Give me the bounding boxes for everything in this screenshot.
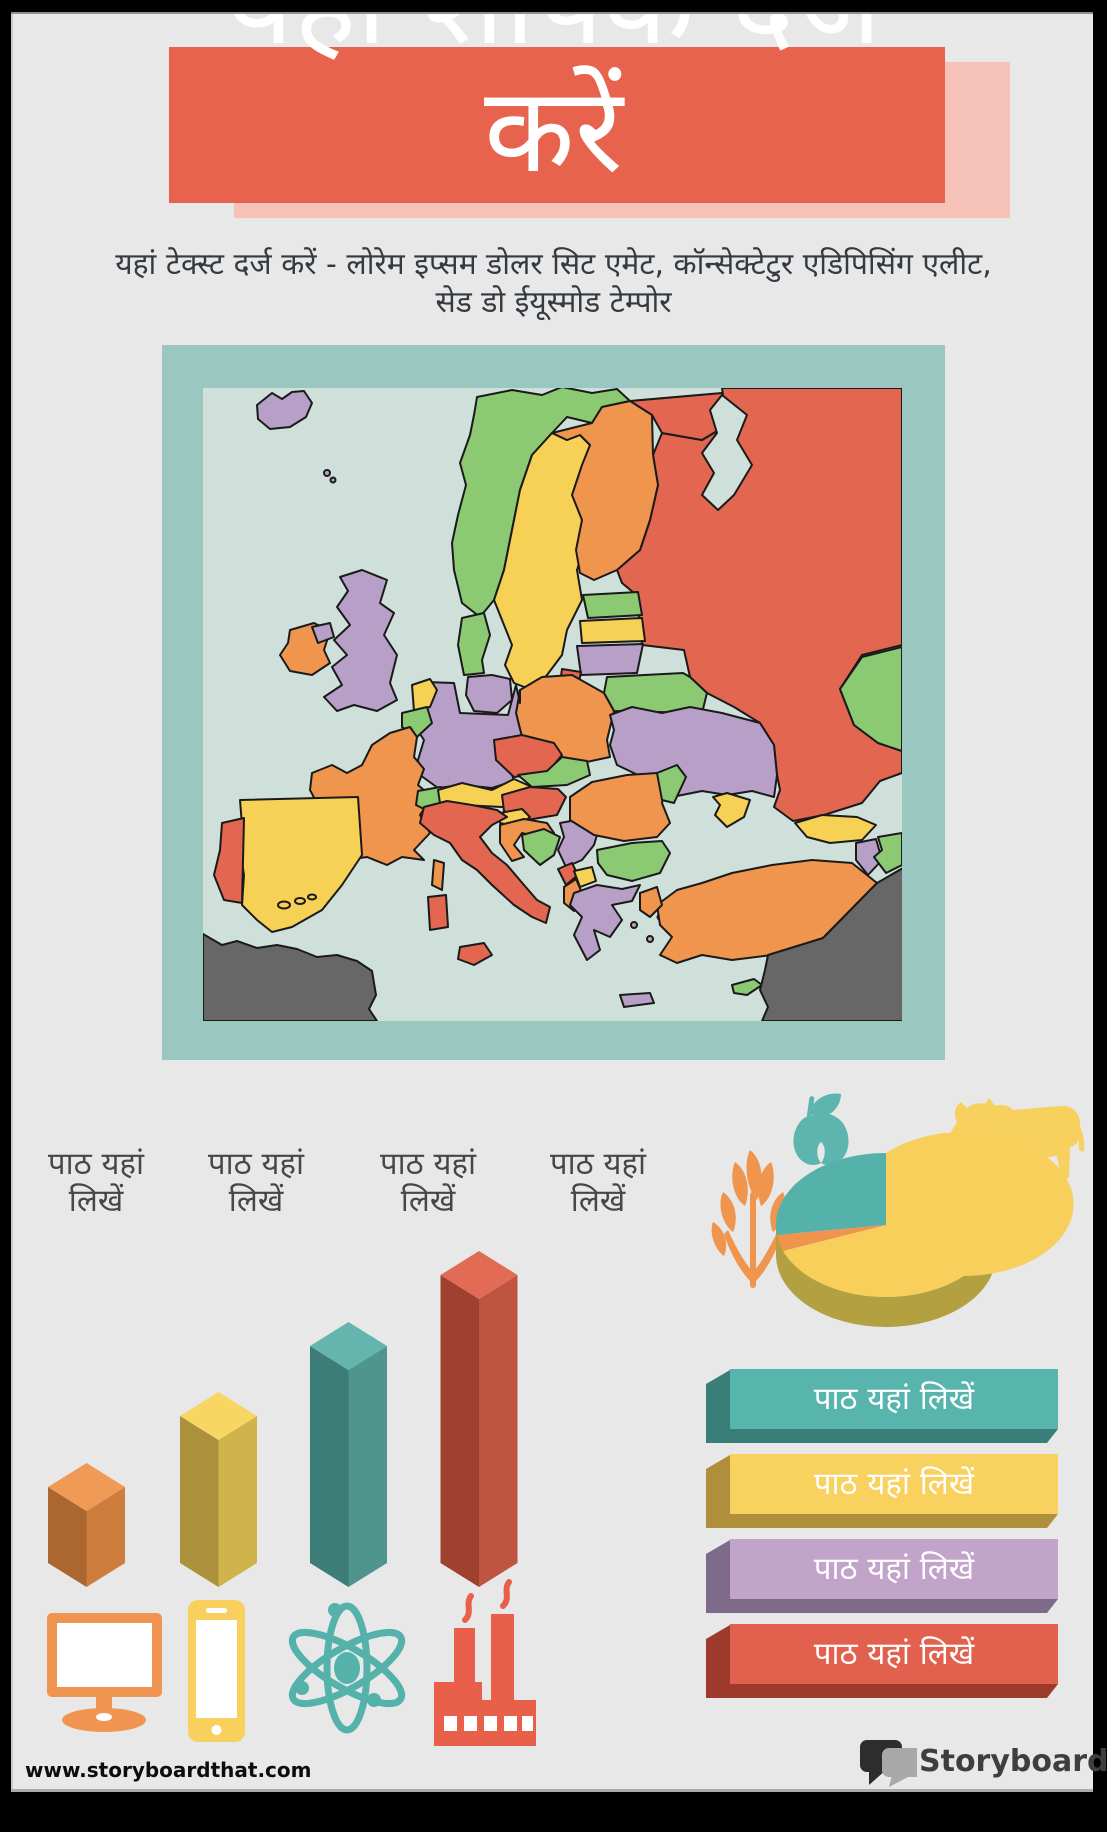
border-top [0,0,1107,12]
chart-label-1-line2[interactable]: लिखें [68,1183,124,1219]
map-countries [203,388,902,1021]
page-subtitle[interactable]: यहां टेक्स्ट दर्ज करें - लोरेम इप्सम डोल… [115,247,992,320]
page-title[interactable]: यहां शीर्षक दर्ज करें [0,0,1107,194]
monitor-icon [47,1613,162,1732]
chart-label-4-line1[interactable]: पाठ यहां [550,1146,646,1182]
bar-yellow [180,1392,257,1587]
isometric-bar-chart [30,1235,550,1595]
factory-icon [434,1579,536,1746]
chart-label-2-line1[interactable]: पाठ यहां [208,1146,304,1182]
ribbon-banner-1-label[interactable]: पाठ यहां लिखें [813,1381,975,1417]
site-url: www.storyboardthat.com [25,1758,312,1782]
ribbon-banner-2[interactable]: पाठ यहां लिखें [706,1454,1058,1530]
ribbon-banner-4[interactable]: पाठ यहां लिखें [706,1624,1058,1700]
ribbon-banner-4-label[interactable]: पाठ यहां लिखें [813,1636,975,1672]
chart-label-1-line1[interactable]: पाठ यहां [48,1146,144,1182]
chart-label-1[interactable]: पाठ यहां लिखें [11,1146,181,1220]
logo-text: StoryboardThat [919,1744,1107,1779]
border-bottom [0,1792,1107,1832]
chart-label-2[interactable]: पाठ यहां लिखें [171,1146,341,1220]
ribbon-banner-1[interactable]: पाठ यहां लिखें [706,1369,1058,1445]
chart-label-3-line1[interactable]: पाठ यहां [380,1146,476,1182]
border-right [1093,0,1107,1832]
apple-icon [793,1093,849,1166]
left-edge-shadow [11,12,13,1789]
top-edge-shadow [11,12,1093,14]
bar-orange [48,1463,125,1587]
category-icons-row [30,1578,550,1758]
europe-map-svg [162,345,945,1060]
chart-label-2-line2[interactable]: लिखें [228,1183,284,1219]
atom-icon [288,1602,406,1734]
logo-text-storyboard: Storyboard [919,1744,1107,1779]
border-left [0,0,11,1832]
food-pie-chart [695,1072,1095,1336]
chart-label-4[interactable]: पाठ यहां लिखें [513,1146,683,1220]
ribbon-banner-3-label[interactable]: पाठ यहां लिखें [813,1551,975,1587]
smartphone-icon [188,1600,245,1742]
chart-label-4-line2[interactable]: लिखें [570,1183,626,1219]
speech-bubbles-icon [860,1740,925,1787]
europe-map [162,345,945,1060]
title-banner [169,47,945,203]
pie-chart [775,1132,1074,1327]
chart-label-3[interactable]: पाठ यहां लिखें [343,1146,513,1220]
bar-teal [310,1322,387,1587]
ribbon-banner-2-label[interactable]: पाठ यहां लिखें [813,1466,975,1502]
ribbon-banner-3[interactable]: पाठ यहां लिखें [706,1539,1058,1615]
chart-label-3-line2[interactable]: लिखें [400,1183,456,1219]
bar-red [440,1251,518,1587]
bottom-edge-shadow [11,1789,1093,1792]
storyboardthat-logo: StoryboardThat [855,1736,1107,1788]
page-title-line2[interactable]: करें [484,61,623,199]
